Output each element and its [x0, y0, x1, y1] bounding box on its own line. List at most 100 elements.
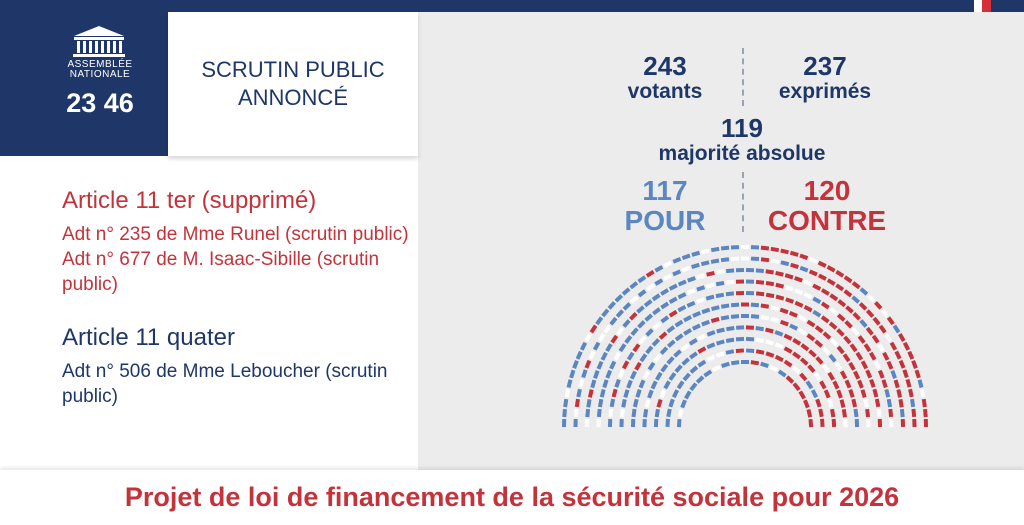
seat [841, 409, 847, 418]
seat [716, 339, 725, 346]
seat [741, 314, 749, 318]
seat [865, 326, 874, 336]
seat [775, 294, 785, 301]
seat [789, 323, 799, 331]
seat [868, 351, 877, 361]
seat [858, 302, 868, 311]
seat [784, 285, 794, 292]
seat [632, 343, 641, 353]
seat [803, 279, 813, 287]
seat [845, 305, 854, 314]
seat [631, 408, 637, 418]
seat [700, 260, 710, 267]
seat [755, 349, 765, 355]
seat [656, 399, 663, 408]
seat [706, 354, 716, 363]
amendment: Adt n° 235 de Mme Runel (scrutin public) [62, 224, 409, 245]
seat [692, 310, 702, 318]
seat [797, 314, 807, 323]
seat [665, 418, 670, 428]
logo-text: ASSEMBLÉE NATIONALE [50, 60, 150, 80]
seat [621, 287, 631, 296]
seat [674, 319, 684, 328]
seat [609, 360, 617, 370]
seat [711, 305, 720, 311]
seat [663, 273, 673, 281]
seat [817, 260, 827, 268]
seat [634, 361, 642, 371]
seat [780, 248, 789, 255]
seat [660, 315, 670, 324]
status-line: ANNONCÉ [237, 85, 348, 110]
seat [741, 360, 749, 364]
seat [813, 372, 822, 381]
seat [599, 388, 606, 398]
seat [689, 365, 699, 374]
seat [601, 308, 610, 318]
seat [677, 304, 687, 313]
seat [647, 389, 654, 399]
seat [705, 294, 715, 301]
seat [843, 419, 848, 428]
seat [716, 269, 725, 275]
seat [912, 418, 917, 428]
seat [624, 335, 633, 344]
seat [844, 320, 853, 329]
seat [810, 389, 819, 399]
seat [682, 372, 691, 382]
seat [785, 297, 795, 304]
seat [710, 258, 720, 264]
divider [742, 172, 744, 232]
contre-label: CONTRE [767, 205, 887, 236]
seat [730, 302, 740, 308]
seat [642, 370, 651, 380]
seat [653, 353, 662, 363]
seat [808, 269, 818, 277]
seat [683, 314, 693, 323]
logo-box: ASSEMBLÉE NATIONALE 23 46 [0, 0, 168, 156]
seat [605, 369, 613, 379]
seat [745, 279, 755, 284]
seat [794, 288, 804, 296]
seat [706, 330, 716, 337]
seat [654, 278, 664, 286]
seat [584, 333, 592, 342]
seat [780, 260, 790, 267]
seat [886, 316, 895, 326]
expressed: 237 exprimés [760, 52, 890, 104]
seat [783, 333, 793, 341]
seat [799, 265, 809, 273]
seat [774, 342, 784, 350]
seat [615, 309, 625, 318]
seat [659, 346, 669, 355]
seat [783, 359, 793, 368]
seat [843, 275, 853, 284]
seat [877, 369, 885, 379]
seat [859, 319, 868, 328]
seat [584, 359, 592, 369]
seat [673, 349, 682, 358]
seat [745, 325, 754, 330]
seat [643, 409, 649, 418]
seat [684, 390, 692, 400]
seat [741, 245, 749, 249]
seat [660, 363, 669, 373]
seat [835, 283, 845, 292]
seat [803, 304, 813, 313]
seat [859, 287, 869, 296]
seat [645, 270, 655, 278]
seat [902, 341, 911, 351]
seat [874, 398, 881, 408]
seat [686, 288, 696, 296]
seat [668, 283, 678, 291]
seat [595, 316, 604, 326]
seat [730, 256, 740, 262]
seat [792, 338, 802, 346]
seat [866, 294, 876, 303]
seat [923, 408, 928, 418]
seat [852, 312, 861, 321]
seat [881, 379, 888, 389]
seat [914, 369, 921, 379]
seat [607, 301, 616, 310]
seat [676, 418, 682, 428]
